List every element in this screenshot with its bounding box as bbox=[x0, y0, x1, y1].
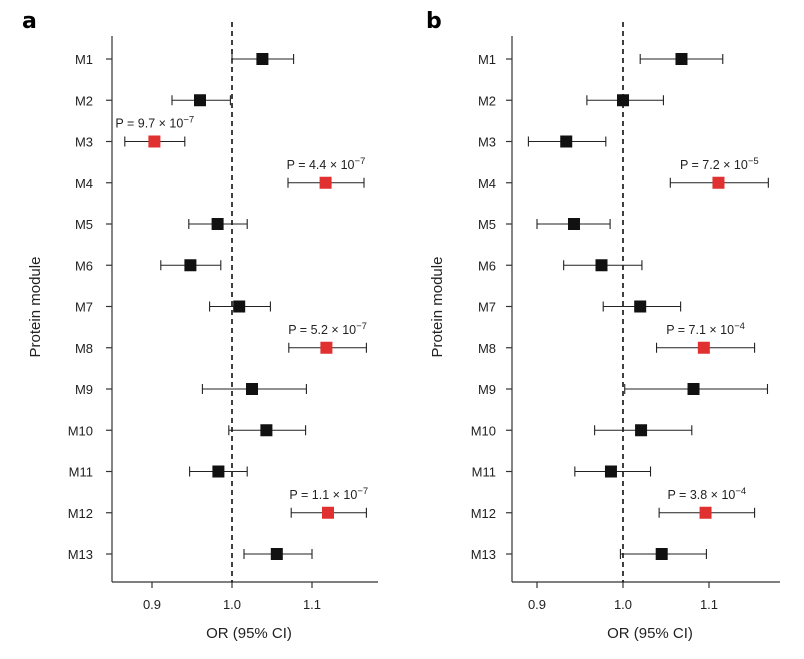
or-marker-m1 bbox=[256, 53, 269, 65]
x-tick-label: 1.0 bbox=[223, 597, 241, 612]
p-value-m4: P = 4.4 × 10−7 bbox=[287, 156, 366, 172]
or-marker-m8 bbox=[697, 341, 710, 354]
or-marker-m8 bbox=[320, 341, 333, 354]
or-marker-m9 bbox=[246, 383, 258, 395]
row-label-m5: M5 bbox=[478, 217, 496, 232]
row-label-m12: M12 bbox=[68, 506, 93, 521]
or-marker-m13 bbox=[655, 548, 668, 560]
panel-letter: b bbox=[426, 9, 442, 34]
row-label-m12: M12 bbox=[471, 506, 496, 521]
row-label-m7: M7 bbox=[478, 300, 496, 315]
x-tick-label: 0.9 bbox=[143, 597, 161, 612]
x-tick-label: 1.0 bbox=[614, 597, 632, 612]
row-label-m4: M4 bbox=[478, 176, 496, 191]
p-value-m8: P = 5.2 × 10−7 bbox=[288, 321, 367, 337]
row-label-m8: M8 bbox=[75, 341, 93, 356]
or-marker-m11 bbox=[604, 465, 617, 478]
or-marker-m4 bbox=[712, 176, 725, 189]
row-label-m6: M6 bbox=[75, 258, 93, 273]
row-label-m3: M3 bbox=[75, 135, 93, 150]
row-label-m7: M7 bbox=[75, 300, 93, 315]
y-axis-title: Protein module bbox=[27, 257, 44, 358]
row-label-m6: M6 bbox=[478, 258, 496, 273]
panel-a: a 0.9 1.0 1.1 OR (95% CI) Protein module M1 M2 M… bbox=[22, 9, 378, 642]
row-label-m1: M1 bbox=[75, 52, 93, 67]
or-marker-m9 bbox=[687, 383, 700, 395]
panel-b: b 0.9 1.0 1.1 OR (95% CI) Protein module M1 M2 M… bbox=[426, 9, 780, 642]
row-label-m1: M1 bbox=[478, 52, 496, 67]
panel-letter: a bbox=[22, 9, 37, 34]
or-marker-m12 bbox=[322, 506, 334, 519]
row-label-m11: M11 bbox=[472, 465, 496, 480]
x-tick-label: 1.1 bbox=[303, 597, 321, 612]
p-value-m12: P = 1.1 × 10−7 bbox=[289, 486, 368, 502]
or-marker-m3 bbox=[148, 135, 161, 148]
p-value-m4: P = 7.2 × 10−5 bbox=[680, 156, 759, 172]
or-marker-m5 bbox=[211, 218, 224, 230]
y-axis-title: Protein module bbox=[429, 257, 446, 358]
row-label-m11: M11 bbox=[69, 465, 93, 480]
or-marker-m5 bbox=[567, 218, 580, 230]
or-marker-m7 bbox=[634, 300, 647, 313]
row-label-m9: M9 bbox=[75, 382, 93, 397]
or-marker-m13 bbox=[270, 548, 283, 560]
or-marker-m10 bbox=[260, 424, 273, 437]
row-label-m4: M4 bbox=[75, 176, 93, 191]
row-label-m8: M8 bbox=[478, 341, 496, 356]
or-marker-m2 bbox=[617, 94, 629, 107]
or-marker-m6 bbox=[595, 259, 608, 272]
row-label-m10: M10 bbox=[471, 423, 496, 438]
p-value-m8: P = 7.1 × 10−4 bbox=[666, 321, 745, 337]
row-label-m13: M13 bbox=[471, 547, 496, 562]
or-marker-m10 bbox=[635, 424, 648, 437]
or-marker-m2 bbox=[194, 94, 206, 107]
or-marker-m1 bbox=[675, 53, 688, 65]
or-marker-m6 bbox=[184, 259, 197, 272]
or-marker-m4 bbox=[319, 176, 332, 189]
x-axis-title: OR (95% CI) bbox=[206, 625, 292, 642]
row-label-m9: M9 bbox=[478, 382, 496, 397]
row-label-m2: M2 bbox=[75, 93, 93, 108]
or-marker-m7 bbox=[233, 300, 246, 313]
x-tick-label: 0.9 bbox=[528, 597, 546, 612]
p-value-m3: P = 9.7 × 10−7 bbox=[115, 115, 194, 131]
p-value-m12: P = 3.8 × 10−4 bbox=[667, 486, 746, 502]
row-label-m5: M5 bbox=[75, 217, 93, 232]
or-marker-m12 bbox=[699, 506, 712, 519]
or-marker-m11 bbox=[212, 465, 225, 478]
row-label-m13: M13 bbox=[68, 547, 93, 562]
row-label-m10: M10 bbox=[68, 423, 93, 438]
x-axis-title: OR (95% CI) bbox=[607, 625, 693, 642]
or-marker-m3 bbox=[560, 135, 573, 148]
x-tick-label: 1.1 bbox=[700, 597, 718, 612]
row-label-m3: M3 bbox=[478, 135, 496, 150]
row-label-m2: M2 bbox=[478, 93, 496, 108]
